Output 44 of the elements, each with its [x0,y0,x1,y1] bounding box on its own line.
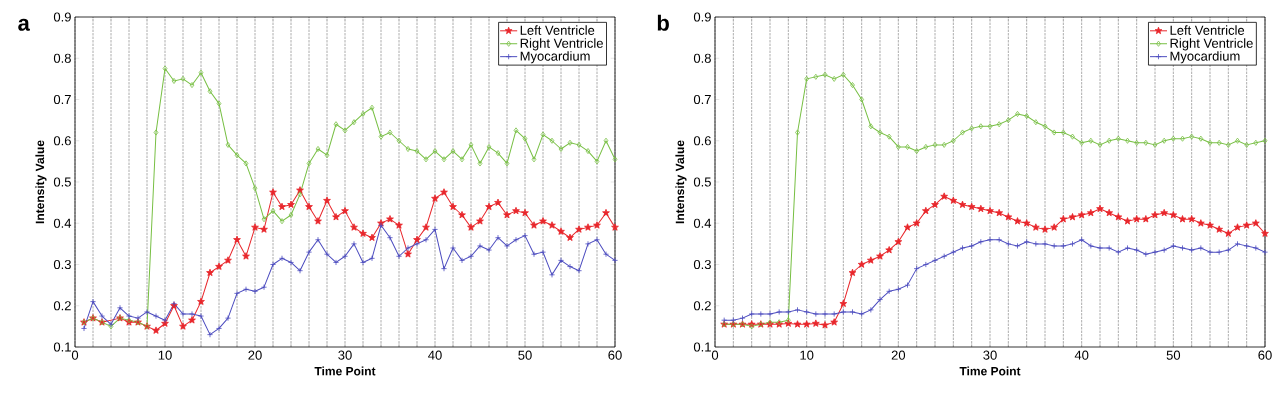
y-axis-title: Intensity Value [675,140,687,224]
y-tick-label: 0.1 [693,342,711,352]
legend-label: Myocardium [1170,51,1240,64]
y-tick-label: 0.4 [53,218,72,228]
x-tick-label: 0 [71,350,79,360]
y-tick-label: 0.6 [693,136,711,146]
y-tick-label: 0.7 [693,94,711,105]
chart-title: a [18,18,30,31]
x-tick-label: 50 [1166,350,1181,360]
chart-title: b [657,14,669,31]
x-tick-label: 60 [608,350,622,360]
x-tick-label: 40 [428,350,442,360]
y-tick-label: 0.8 [53,53,71,63]
y-tick-label: 0.9 [53,12,71,22]
x-axis-title: Time Point [959,366,1021,376]
x-tick-label: 10 [800,350,814,360]
y-tick-label: 0.1 [53,342,71,352]
legend-label: Right Ventricle [1170,38,1253,51]
y-tick-label: 0.9 [693,12,711,22]
x-tick-label: 50 [518,350,532,360]
y-tick-label: 0.4 [693,218,712,228]
x-tick-label: 30 [338,350,352,360]
y-tick-label: 0.2 [53,301,71,311]
x-tick-label: 20 [248,350,262,360]
x-tick-label: 10 [158,350,172,360]
legend-label: Right Ventricle [520,38,603,51]
y-tick-label: 0.5 [53,177,71,187]
x-axis-title: Time Point [314,366,376,376]
y-tick-label: 0.8 [693,53,711,63]
legend-label: Myocardium [520,51,590,64]
y-axis-title: Intensity Value [35,140,47,224]
legend-label: Left Ventricle [1170,25,1245,35]
y-tick-label: 0.3 [693,259,711,270]
legend-label: Left Ventricle [520,25,595,35]
y-tick-label: 0.7 [53,94,71,105]
x-tick-label: 30 [983,350,997,360]
x-tick-label: 40 [1074,350,1089,360]
x-tick-label: 0 [711,350,719,360]
y-tick-label: 0.6 [53,136,71,146]
y-tick-label: 0.3 [53,259,71,270]
x-tick-label: 60 [1258,350,1272,360]
x-tick-label: 20 [891,350,906,360]
y-tick-label: 0.2 [693,301,711,311]
y-tick-label: 0.5 [693,177,711,187]
